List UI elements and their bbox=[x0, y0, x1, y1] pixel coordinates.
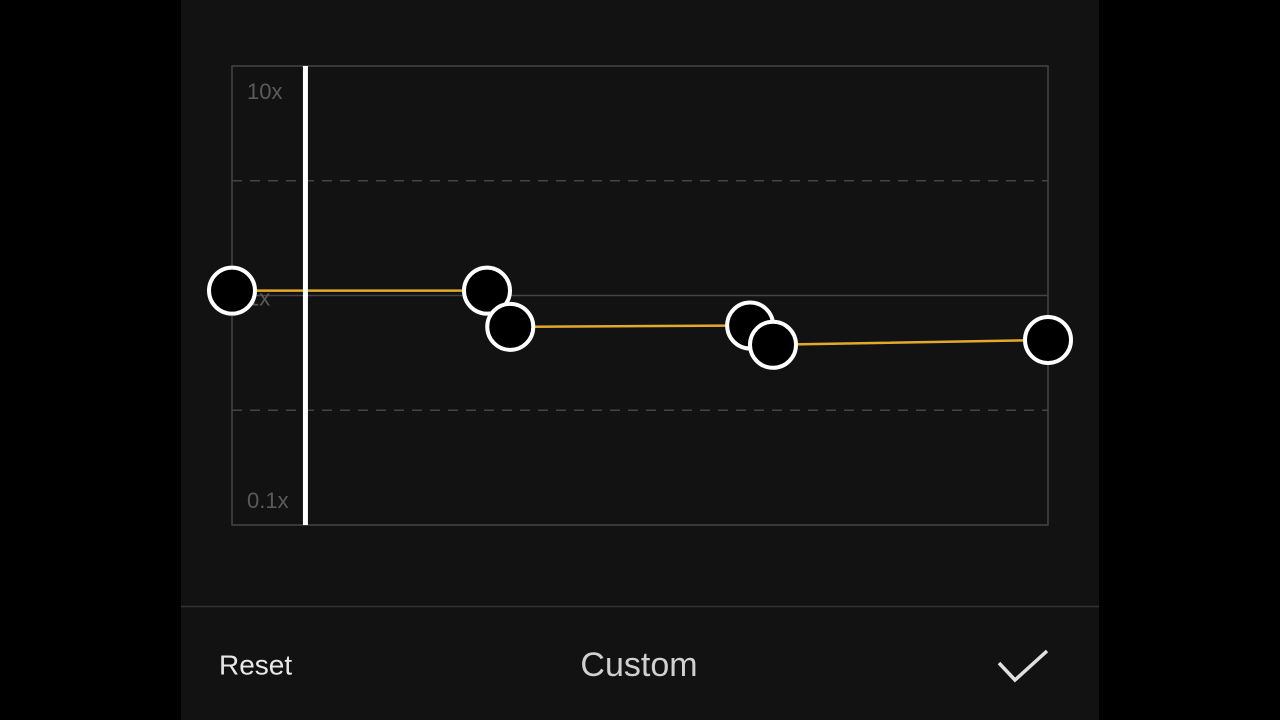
panel bbox=[181, 0, 1099, 720]
confirm-button[interactable] bbox=[997, 649, 1049, 683]
reset-button[interactable]: Reset bbox=[219, 649, 292, 680]
y-tick-label: 0.1x bbox=[247, 488, 289, 513]
control-point[interactable] bbox=[1023, 314, 1073, 365]
preset-title: Custom bbox=[580, 646, 697, 684]
control-point[interactable] bbox=[485, 301, 536, 352]
control-point[interactable] bbox=[207, 265, 257, 316]
speed-curve bbox=[232, 289, 1049, 347]
y-tick-label: 10x bbox=[247, 79, 282, 104]
control-point[interactable] bbox=[748, 319, 799, 370]
control-point[interactable] bbox=[462, 265, 512, 316]
